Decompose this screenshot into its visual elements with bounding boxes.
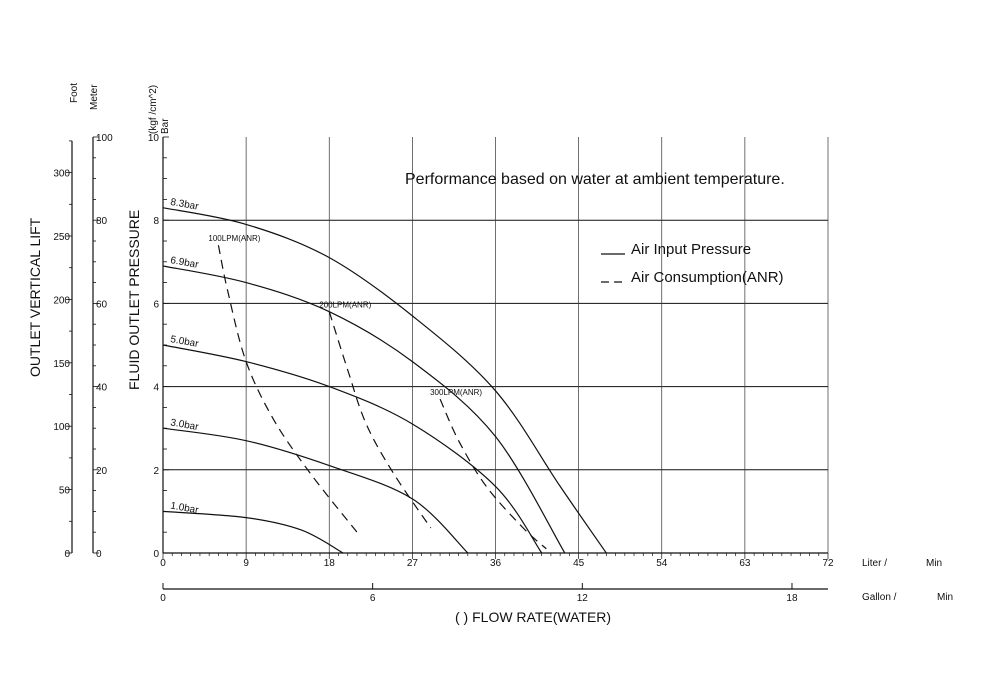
series-line-6-9bar — [162, 265, 566, 554]
foot-tick-label: 200 — [53, 295, 70, 306]
series-line-8-3bar — [162, 207, 607, 554]
meter-unit: Meter — [89, 84, 100, 110]
meter-tick-label: 20 — [96, 466, 108, 477]
y-tick-label: 10 — [148, 133, 160, 144]
series-line-5-0bar — [162, 344, 543, 554]
meter-tick-label: 100 — [96, 133, 113, 144]
meter-tick-label: 60 — [96, 299, 108, 310]
meter-tick-label: 40 — [96, 383, 108, 394]
series-label-200lpm-anr: 200LPM(ANR) — [319, 301, 371, 310]
x-unit-secondary: Gallon / — [862, 592, 897, 603]
x-unit-secondary-time: Min — [937, 592, 953, 603]
gallon-tick-label: 18 — [786, 593, 798, 604]
x-tick-label: 27 — [407, 558, 419, 569]
gallon-tick-label: 6 — [370, 593, 376, 604]
series-label-3-0bar: 3.0bar — [169, 417, 199, 433]
foot-tick-label: 50 — [59, 486, 71, 497]
foot-unit: Foot — [69, 83, 80, 103]
series-line-1-0bar — [162, 510, 344, 554]
foot-tick-label: 100 — [53, 422, 70, 433]
x-axis-title: ( ) FLOW RATE(WATER) — [455, 609, 611, 625]
meter-tick-label: 80 — [96, 216, 108, 227]
left-axis-title: OUTLET VERTICAL LIFT — [27, 217, 43, 377]
series-line-100lpm-anr — [217, 245, 358, 533]
series-label-1-0bar: 1.0bar — [169, 501, 199, 517]
series-line-200lpm-anr — [328, 311, 432, 529]
y-tick-label: 2 — [153, 466, 159, 477]
gallon-tick-label: 12 — [577, 593, 589, 604]
x-unit-primary: Liter / — [862, 558, 887, 569]
foot-tick-label: 300 — [53, 169, 70, 180]
y-tick-label: 6 — [153, 299, 159, 310]
x-tick-label: 36 — [490, 558, 502, 569]
x-tick-label: 63 — [739, 558, 751, 569]
y-unit-kgf: (kgf /cm^2) — [148, 85, 159, 134]
legend-entry-dashed: Air Consumption(ANR) — [631, 269, 784, 286]
foot-tick-label: 150 — [53, 359, 70, 370]
legend-entry-solid: Air Input Pressure — [631, 241, 751, 258]
series-layer — [162, 207, 607, 554]
series-label-6-9bar: 6.9bar — [169, 255, 199, 271]
grid — [163, 137, 829, 553]
x-tick-label: 0 — [160, 558, 166, 569]
series-label-8-3bar: 8.3bar — [169, 197, 199, 213]
y-tick-label: 8 — [153, 216, 159, 227]
x-tick-label: 54 — [656, 558, 668, 569]
meter-tick-label: 0 — [96, 549, 102, 560]
x-tick-label: 45 — [573, 558, 585, 569]
x-tick-label: 9 — [243, 558, 249, 569]
y-tick-label: 0 — [153, 549, 159, 560]
chart-note: Performance based on water at ambient te… — [405, 171, 785, 188]
series-label-5-0bar: 5.0bar — [169, 334, 199, 350]
foot-tick-label: 0 — [64, 549, 70, 560]
series-line-3-0bar — [162, 427, 469, 554]
foot-tick-label: 250 — [53, 232, 70, 243]
y-axis-title: FLUID OUTLET PRESSURE — [126, 210, 142, 390]
x-tick-label: 18 — [324, 558, 336, 569]
legend: Air Input Pressure Air Consumption(ANR) — [601, 241, 784, 286]
series-label-300lpm-anr: 300LPM(ANR) — [430, 388, 482, 397]
gallon-tick-label: 0 — [160, 593, 166, 604]
series-label-100lpm-anr: 100LPM(ANR) — [208, 234, 260, 243]
y-unit-bar: Bar — [160, 118, 171, 134]
x-tick-label: 72 — [822, 558, 834, 569]
x-unit-primary-time: Min — [926, 558, 942, 569]
series-line-300lpm-anr — [439, 398, 547, 550]
y-tick-label: 4 — [153, 383, 159, 394]
